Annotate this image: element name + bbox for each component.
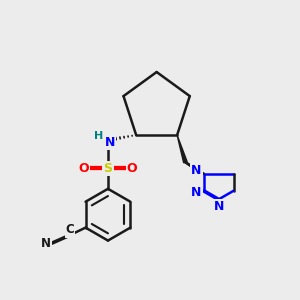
Text: C: C: [66, 224, 74, 236]
Text: O: O: [78, 162, 89, 175]
Text: N: N: [213, 200, 224, 213]
Text: S: S: [103, 162, 112, 175]
Text: N: N: [41, 237, 51, 250]
Text: N: N: [104, 136, 115, 149]
Text: O: O: [127, 162, 137, 175]
Text: N: N: [191, 164, 202, 177]
Text: N: N: [191, 186, 202, 199]
Text: H: H: [94, 131, 103, 141]
Polygon shape: [177, 135, 187, 163]
